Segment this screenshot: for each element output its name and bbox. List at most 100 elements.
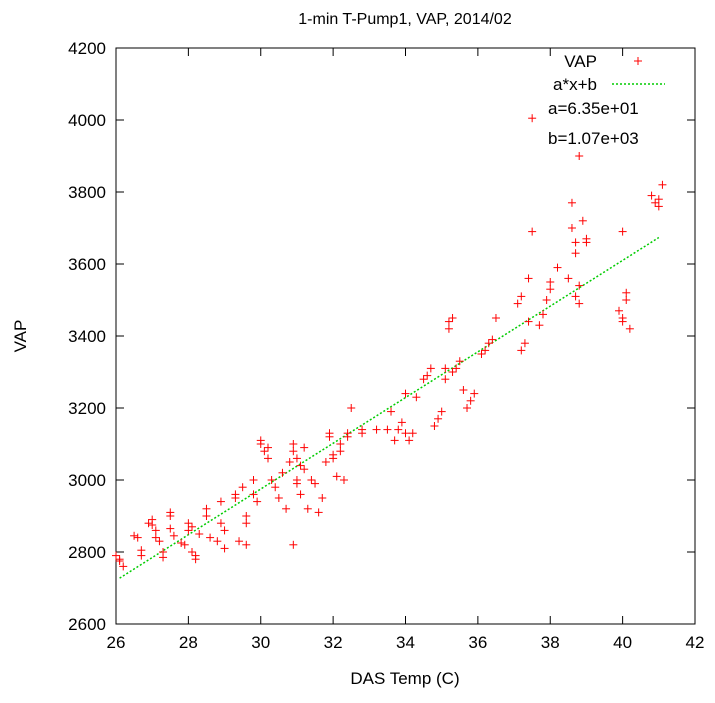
x-tick-label: 34	[396, 633, 415, 652]
y-tick-label: 3200	[68, 399, 106, 418]
data-point	[618, 227, 627, 236]
data-point	[488, 335, 497, 344]
data-point	[202, 512, 211, 520]
data-point	[184, 519, 193, 528]
data-point	[412, 393, 421, 402]
data-point	[470, 389, 479, 398]
data-point	[542, 296, 551, 304]
data-point	[647, 191, 656, 200]
data-point	[575, 281, 584, 290]
y-tick-3800: 3800	[68, 183, 695, 202]
data-point	[419, 375, 428, 384]
data-point	[263, 454, 272, 463]
data-point	[437, 407, 446, 416]
data-point	[455, 357, 464, 366]
data-point	[426, 364, 435, 373]
data-point	[546, 285, 555, 294]
x-tick-label: 42	[686, 633, 705, 652]
y-tick-2800: 2800	[68, 543, 695, 562]
data-point	[448, 314, 457, 322]
data-point	[571, 249, 580, 258]
data-point	[256, 440, 265, 448]
data-point	[517, 292, 526, 301]
x-tick-label: 26	[107, 633, 126, 652]
data-point	[618, 317, 627, 326]
data-point	[654, 202, 663, 211]
data-point	[187, 522, 196, 531]
y-axis-label: VAP	[11, 320, 30, 353]
data-point	[441, 364, 450, 373]
x-tick-label: 40	[613, 633, 632, 652]
data-point	[213, 537, 222, 546]
data-point	[528, 114, 537, 123]
x-tick-36: 36	[468, 48, 487, 652]
x-tick-40: 40	[613, 48, 632, 652]
data-point	[571, 238, 580, 247]
data-point	[444, 317, 453, 326]
y-tick-label: 3000	[68, 471, 106, 490]
data-point	[387, 407, 396, 416]
legend: VAP a*x+b a=6.35e+01 b=1.07e+03	[548, 52, 665, 148]
data-point	[235, 537, 244, 546]
data-point	[481, 346, 490, 355]
data-point	[314, 508, 323, 517]
data-point	[651, 198, 660, 207]
data-point	[151, 526, 160, 535]
legend-marker-vap	[634, 57, 642, 65]
data-point	[307, 476, 316, 484]
data-point	[166, 512, 175, 520]
data-point	[448, 368, 457, 376]
data-point	[466, 396, 475, 405]
data-point	[249, 490, 258, 499]
data-point	[292, 479, 301, 488]
x-tick-32: 32	[324, 48, 343, 652]
data-point	[177, 539, 186, 547]
data-point	[166, 524, 175, 533]
data-point	[274, 494, 283, 502]
y-tick-label: 4000	[68, 111, 106, 130]
legend-label-vap: VAP	[564, 52, 597, 71]
data-point	[571, 292, 580, 301]
data-point	[578, 216, 587, 225]
fit-line	[119, 236, 660, 579]
y-tick-4000: 4000	[68, 111, 695, 130]
data-point	[477, 350, 486, 358]
x-tick-38: 38	[541, 48, 560, 652]
y-tick-4200: 4200	[68, 39, 695, 58]
data-point	[397, 418, 406, 427]
data-point	[311, 479, 320, 488]
data-point	[289, 440, 298, 448]
y-tick-label: 3800	[68, 183, 106, 202]
data-point	[300, 443, 309, 452]
data-point	[491, 314, 500, 322]
annotation-b: b=1.07e+03	[548, 129, 639, 148]
x-tick-26: 26	[107, 48, 126, 652]
data-point	[575, 152, 584, 160]
data-point	[263, 443, 272, 452]
data-point	[383, 425, 392, 434]
data-point	[546, 278, 555, 286]
data-point	[133, 533, 142, 542]
data-point	[296, 461, 305, 470]
data-point	[484, 339, 493, 348]
annotation-a: a=6.35e+01	[548, 99, 639, 118]
data-point	[206, 533, 215, 542]
data-point	[343, 429, 352, 438]
data-point	[216, 497, 225, 506]
data-point	[318, 494, 327, 502]
y-tick-label: 3600	[68, 255, 106, 274]
data-point	[180, 540, 189, 549]
data-point	[220, 526, 229, 535]
data-point	[405, 436, 414, 445]
data-point	[292, 454, 301, 463]
data-point	[336, 440, 345, 448]
y-tick-label: 3400	[68, 327, 106, 346]
x-tick-28: 28	[179, 48, 198, 652]
data-point	[253, 497, 262, 506]
data-point	[187, 548, 196, 556]
data-point	[137, 551, 146, 560]
data-point	[528, 227, 537, 236]
data-point	[567, 198, 576, 207]
y-tick-2600: 2600	[68, 615, 695, 634]
